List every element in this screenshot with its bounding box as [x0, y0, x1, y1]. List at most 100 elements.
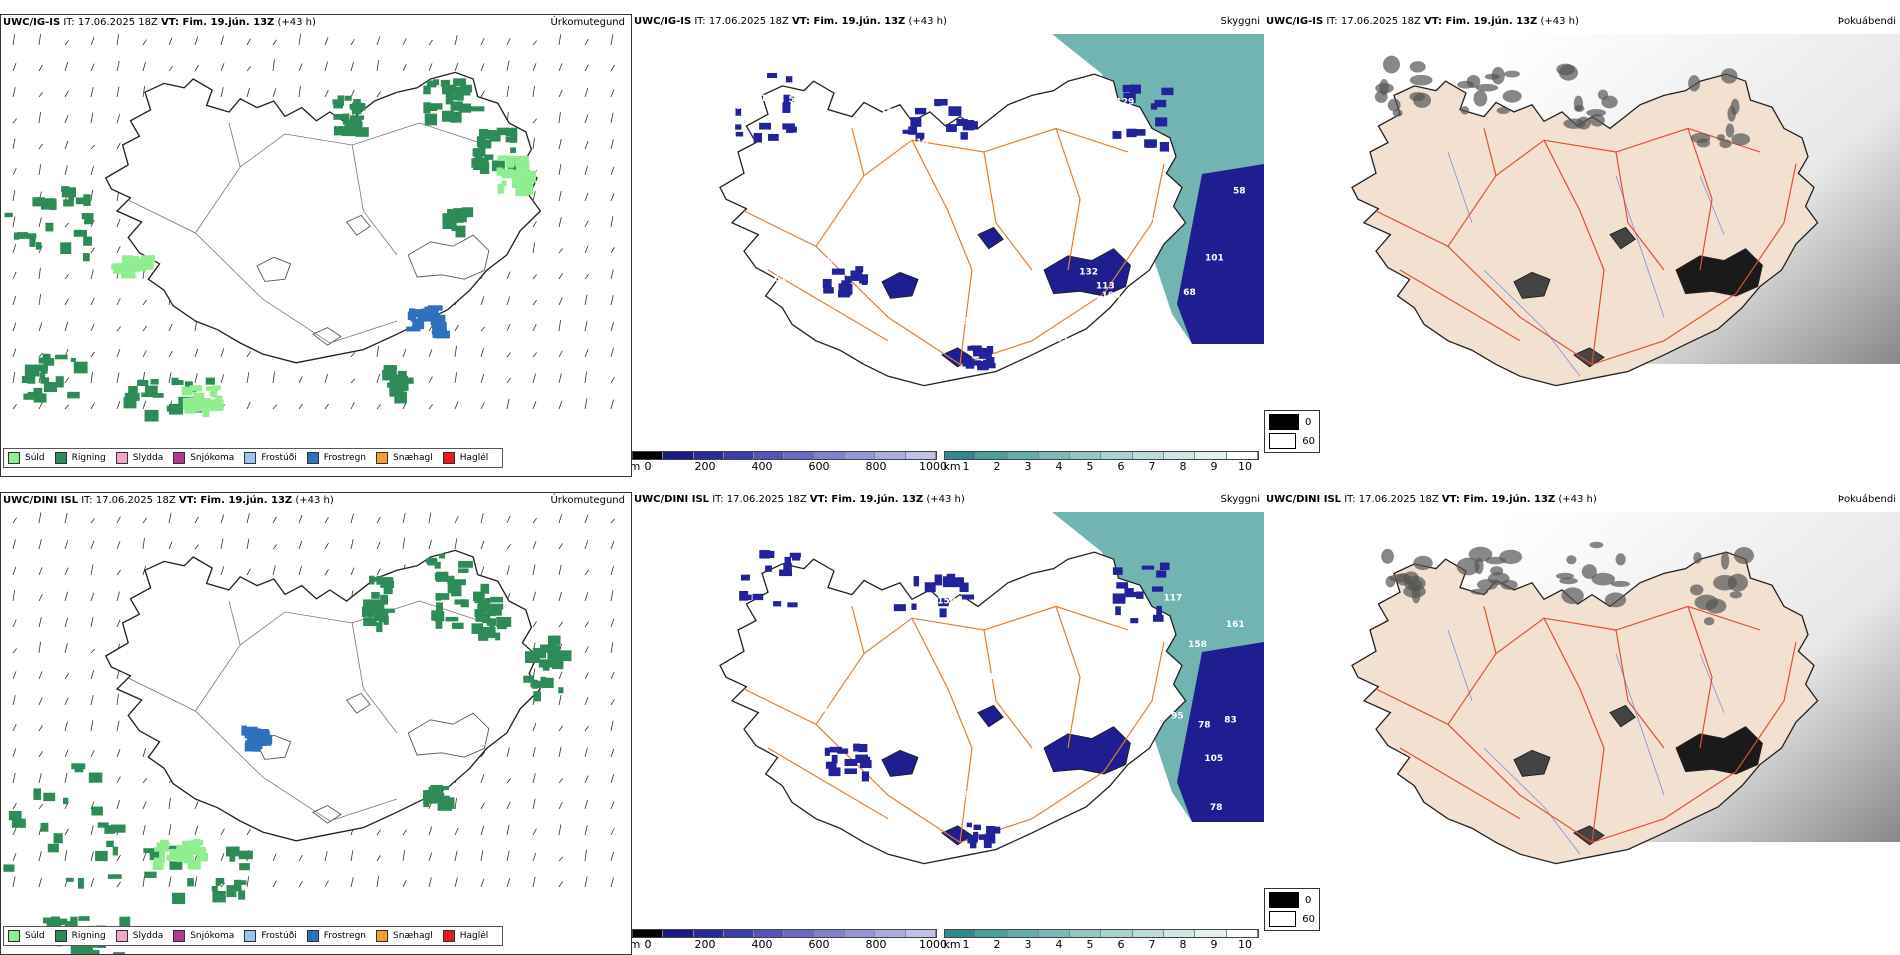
lead-time: (+43 h)	[274, 17, 316, 28]
cloud-base-label: 84	[777, 722, 790, 732]
colorbar-tick: 7	[1148, 938, 1156, 951]
fog-areas	[1381, 541, 1754, 626]
colorbar-swatch	[1038, 452, 1071, 459]
legend-item: Haglél	[442, 452, 489, 464]
lead-time: (+43 h)	[292, 495, 334, 506]
cloud-base-label: 131	[1090, 816, 1109, 826]
iceland-outline	[104, 549, 542, 842]
cloud-base-label: 89	[985, 552, 998, 562]
cloud-base-label: 19	[997, 769, 1010, 779]
cloud-base-label: 61	[1096, 295, 1109, 305]
cloud-base-label: 136	[1110, 668, 1129, 678]
colorbar-swatch	[633, 930, 664, 937]
colorbar-swatch	[1038, 930, 1071, 937]
fog-areas	[1374, 55, 1751, 149]
legend-item: Snæhagl	[376, 452, 433, 464]
fog-legend-row: 0	[1269, 414, 1315, 430]
legend-swatch	[306, 930, 319, 942]
colorbar-swatch	[723, 452, 755, 459]
legend-item: Haglél	[442, 930, 489, 942]
colorbar-swatch	[1101, 452, 1133, 459]
cloud-base-label: 119	[816, 705, 835, 715]
colorbar-swatch	[754, 452, 785, 459]
colorbar-swatch	[945, 452, 977, 459]
legend-item: Rigning	[54, 930, 106, 942]
colorbar-swatch	[1007, 452, 1039, 459]
legend-label: Súld	[25, 931, 45, 941]
colorbar-swatch	[1070, 452, 1102, 459]
cloud-base-label: 101	[1205, 253, 1224, 263]
colorbar-tick: 2	[993, 460, 1001, 473]
fog-legend-label: 60	[1302, 435, 1315, 447]
legend-swatch	[442, 930, 455, 942]
colorbar-swatch	[693, 452, 724, 459]
cloud-base-label: 60	[1031, 82, 1044, 92]
init-time: IT: 17.06.2025 18Z	[1341, 494, 1442, 505]
colorbar-tick: 6	[1117, 938, 1125, 951]
low-cloud-areas	[739, 550, 1170, 849]
cloud-base-label: 89	[987, 673, 1000, 683]
colorbar-tick: 10	[1238, 938, 1252, 951]
legend-label: Haglél	[459, 453, 489, 463]
legend-label: Slydda	[132, 931, 164, 941]
legend-label: Haglél	[459, 931, 489, 941]
lead-time: (+43 h)	[905, 16, 947, 27]
valid-time: VT: Fim. 19.jún. 13Z	[809, 494, 924, 505]
fog-legend-swatch	[1269, 433, 1297, 449]
legend-item: Frostúði	[244, 452, 297, 464]
cloud-base-label: 250	[976, 273, 995, 283]
fog-legend-label: 0	[1305, 416, 1312, 428]
cloud-base-label: 41	[819, 636, 832, 646]
cloud-base-label: 117	[1164, 594, 1183, 604]
panel-title: Þokuábendi	[1837, 16, 1896, 27]
fog-legend: 0 60	[1264, 888, 1320, 931]
colorbar-tick: 1	[962, 938, 970, 951]
colorbar-unit: m	[632, 460, 641, 473]
colorbar-swatch	[905, 452, 936, 459]
legend-item: Rigning	[54, 452, 106, 464]
model-name: UWC/IG-IS	[1266, 16, 1324, 27]
model-name: UWC/IG-IS	[3, 17, 61, 28]
colorbar-swatch	[845, 930, 876, 937]
colorbar-swatches	[632, 451, 937, 460]
colorbar-swatches	[632, 929, 937, 938]
colorbar-tick: 600	[808, 460, 830, 473]
fog-legend-row: 60	[1269, 911, 1315, 927]
cloud-base-label: 84	[821, 168, 834, 178]
fog-legend-swatch	[1269, 414, 1299, 430]
colorbar-swatch	[1164, 930, 1196, 937]
valid-time: VT: Fim. 19.jún. 13Z	[161, 17, 275, 28]
legend-label: Rigning	[71, 453, 106, 463]
legend-item: Snjókoma	[173, 930, 234, 942]
cloud-base-label: 105	[1204, 754, 1223, 764]
fog-legend-swatch	[1269, 911, 1297, 927]
colorbar-swatch	[1007, 930, 1039, 937]
legend-item: Súld	[8, 930, 45, 942]
colorbar-swatch	[976, 930, 1008, 937]
cloud-base-label: 80	[982, 305, 995, 315]
precip-areas	[3, 553, 572, 954]
colorbar-tick: 800	[865, 938, 887, 951]
legend-swatch	[376, 452, 389, 464]
valid-time: VT: Fim. 19.jún. 13Z	[1424, 16, 1538, 27]
legend-swatch	[8, 930, 20, 942]
colorbar-swatch	[1164, 452, 1196, 459]
legend-swatch	[173, 452, 186, 464]
panel-header: UWC/IG-IS IT: 17.06.2025 18Z VT: Fim. 19…	[3, 17, 316, 28]
model-name: UWC/DINI ISL	[1266, 494, 1342, 505]
cloud-base-label: 137	[760, 94, 779, 104]
colorbar-swatch	[905, 930, 936, 937]
colorbar-tick: 4	[1055, 938, 1063, 951]
colorbar-ticks: m 0 200 400 600 800 1000	[632, 460, 947, 473]
fog-legend: 0 60	[1264, 410, 1320, 453]
valid-time: VT: Fim. 19.jún. 13Z	[178, 495, 293, 506]
colorbar-tick: 3	[1024, 460, 1032, 473]
cloud-base-label: 608	[723, 102, 742, 112]
fog-legend-row: 0	[1269, 892, 1315, 908]
colorbar-swatch	[875, 930, 906, 937]
model-name: UWC/IG-IS	[634, 16, 692, 27]
precip-map	[3, 512, 616, 954]
legend-swatch	[8, 452, 20, 464]
colorbar-tick: 1000	[919, 938, 947, 951]
